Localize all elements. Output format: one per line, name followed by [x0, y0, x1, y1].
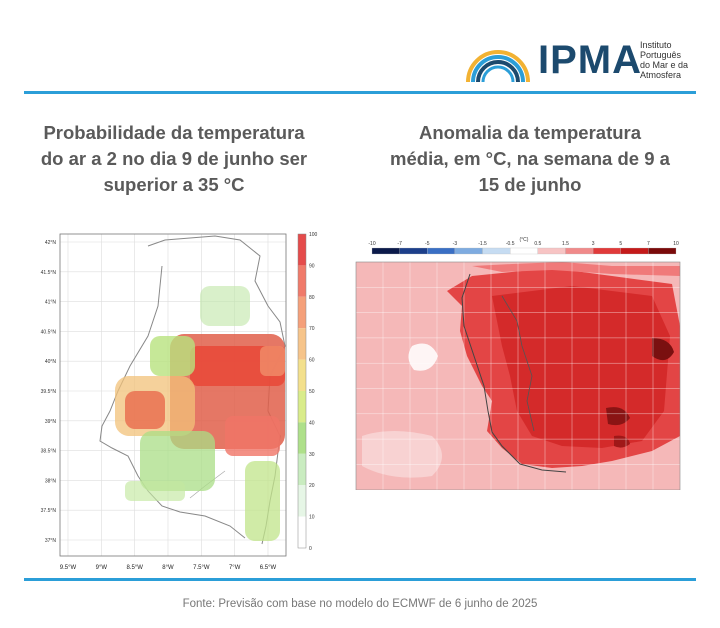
scale-segment: [482, 247, 511, 255]
colorbar-segment: [298, 265, 306, 297]
strong-anomaly-region: [492, 286, 670, 448]
title-line: superior a 35 °C: [103, 174, 245, 195]
colorbar-tick: 70: [309, 326, 315, 332]
scale-segment: [565, 247, 594, 255]
bottom-divider: [24, 578, 696, 581]
longitude-label: 6.5°W: [260, 565, 277, 571]
colorbar-tick: 80: [309, 295, 315, 301]
colorbar-segment: [298, 296, 306, 329]
scale-segment: [454, 247, 483, 255]
latitude-labels: 42°N 41.5°N 41°N 40.5°N 40°N 39.5°N 39°N 38.5°N…: [41, 240, 57, 544]
latitude-label: 40.5°N: [41, 329, 57, 335]
colorbar-tick: 60: [309, 358, 315, 364]
scale-tick: -7: [397, 241, 402, 247]
title-line: Anomalia da temperatura: [418, 122, 642, 143]
title-line: média, em °C, na semana de 9 a: [390, 148, 670, 169]
anomaly-map: -10 -7 -5 -3 -1.5 -0.5 0.5 1.5 3 5 7 10 (°C): [352, 236, 684, 490]
scale-tick: -0.5: [506, 241, 515, 247]
colorbar-tick: 50: [309, 389, 315, 395]
coastline: [99, 265, 246, 539]
mild-anomaly-band: [472, 262, 680, 276]
scale-tick: 10: [673, 241, 679, 247]
longitude-labels: 9.5°W 9°W 8.5°W 8°W 7.5°W 7°W 6.5°W: [60, 565, 277, 571]
scale-segment: [371, 247, 400, 255]
title-line: Probabilidade da temperatura: [43, 122, 305, 143]
latitude-label: 42°N: [45, 240, 57, 246]
colorbar-segment: [298, 359, 306, 391]
ipma-arc-icon: [466, 50, 530, 83]
scale-segment: [648, 247, 677, 255]
scale-segment: [510, 247, 538, 255]
latitude-label: 37°N: [45, 538, 57, 544]
anomaly-scale: -10 -7 -5 -3 -1.5 -0.5 0.5 1.5 3 5 7 10 (°C): [368, 237, 679, 255]
logo-subtitle-line: Atmosfera: [640, 70, 682, 80]
title-line: 15 de junho: [478, 174, 582, 195]
colorbar-tick: 90: [309, 263, 315, 269]
longitude-label: 8.5°W: [126, 565, 143, 571]
colorbar-tick: 30: [309, 452, 315, 458]
longitude-label: 9.5°W: [60, 565, 77, 571]
colorbar-segment: [298, 234, 306, 266]
left-panel-title: Probabilidade da temperatura do ar a 2 n…: [24, 120, 324, 198]
latitude-label: 41.5°N: [41, 270, 57, 276]
scale-segment: [427, 247, 456, 255]
longitude-label: 9°W: [96, 565, 108, 571]
scale-tick: 7: [647, 241, 650, 247]
longitude-label: 8°W: [162, 565, 174, 571]
scale-tick: -10: [368, 241, 375, 247]
map-gridlines: [356, 262, 680, 490]
colorbar-tick: 40: [309, 420, 315, 426]
right-panel-title: Anomalia da temperatura média, em °C, na…: [370, 120, 690, 198]
colorbar-segment: [298, 422, 306, 454]
latitude-label: 41°N: [45, 300, 57, 306]
scale-segment: [537, 247, 566, 255]
title-line: do ar a 2 no dia 9 de junho ser: [40, 148, 308, 169]
latitude-label: 38.5°N: [41, 449, 57, 455]
scale-tick: 0.5: [534, 241, 541, 247]
colorbar-tick: 20: [309, 483, 315, 489]
probability-field: [115, 286, 285, 541]
neutral-region: [408, 343, 438, 371]
latitude-label: 38°N: [45, 478, 57, 484]
top-divider: [24, 91, 696, 94]
border-line: [501, 295, 535, 432]
scale-unit: (°C): [520, 237, 529, 243]
hot-spot: [606, 407, 630, 426]
scale-segment: [592, 247, 621, 255]
scale-segment: [620, 247, 649, 255]
scale-tick: -5: [425, 241, 430, 247]
scale-tick: -1.5: [478, 241, 487, 247]
latitude-label: 40°N: [45, 359, 57, 365]
probability-map: 42°N 41.5°N 41°N 40.5°N 40°N 39.5°N 39°N 38.5°N…: [30, 226, 330, 578]
scale-segment: [399, 247, 428, 255]
colorbar-tick: 10: [309, 515, 315, 521]
logo-text: IPMA: [538, 38, 642, 82]
colorbar-tick: 100: [309, 232, 318, 238]
latitude-label: 39.5°N: [41, 389, 57, 395]
scale-tick: 3: [592, 241, 595, 247]
longitude-label: 7.5°W: [193, 565, 210, 571]
colorbar-tick: 0: [309, 546, 312, 552]
logo-subtitle-line: Instituto: [640, 40, 672, 50]
colorbar-segment: [298, 485, 306, 517]
colorbar-segment: [298, 391, 306, 423]
logo-subtitle-line: do Mar e da: [640, 60, 689, 70]
longitude-label: 7°W: [229, 565, 241, 571]
scale-tick: 1.5: [562, 241, 569, 247]
hot-spot: [652, 338, 674, 361]
source-note: Fonte: Previsão com base no modelo do EC…: [182, 598, 538, 610]
scale-tick: 5: [619, 241, 622, 247]
ipma-logo: IPMA Instituto Português do Mar e da Atm…: [462, 36, 688, 88]
mild-anomaly-region: [362, 431, 442, 478]
logo-subtitle: Instituto Português do Mar e da Atmosfer…: [640, 40, 710, 80]
logo-subtitle-line: Português: [640, 50, 682, 60]
colorbar-segment: [298, 516, 306, 548]
colorbar-segment: [298, 453, 306, 486]
scale-tick: -3: [453, 241, 458, 247]
colorbar-segment: [298, 328, 306, 360]
latitude-label: 37.5°N: [41, 508, 57, 514]
latitude-label: 39°N: [45, 419, 57, 425]
coastline: [461, 273, 567, 473]
